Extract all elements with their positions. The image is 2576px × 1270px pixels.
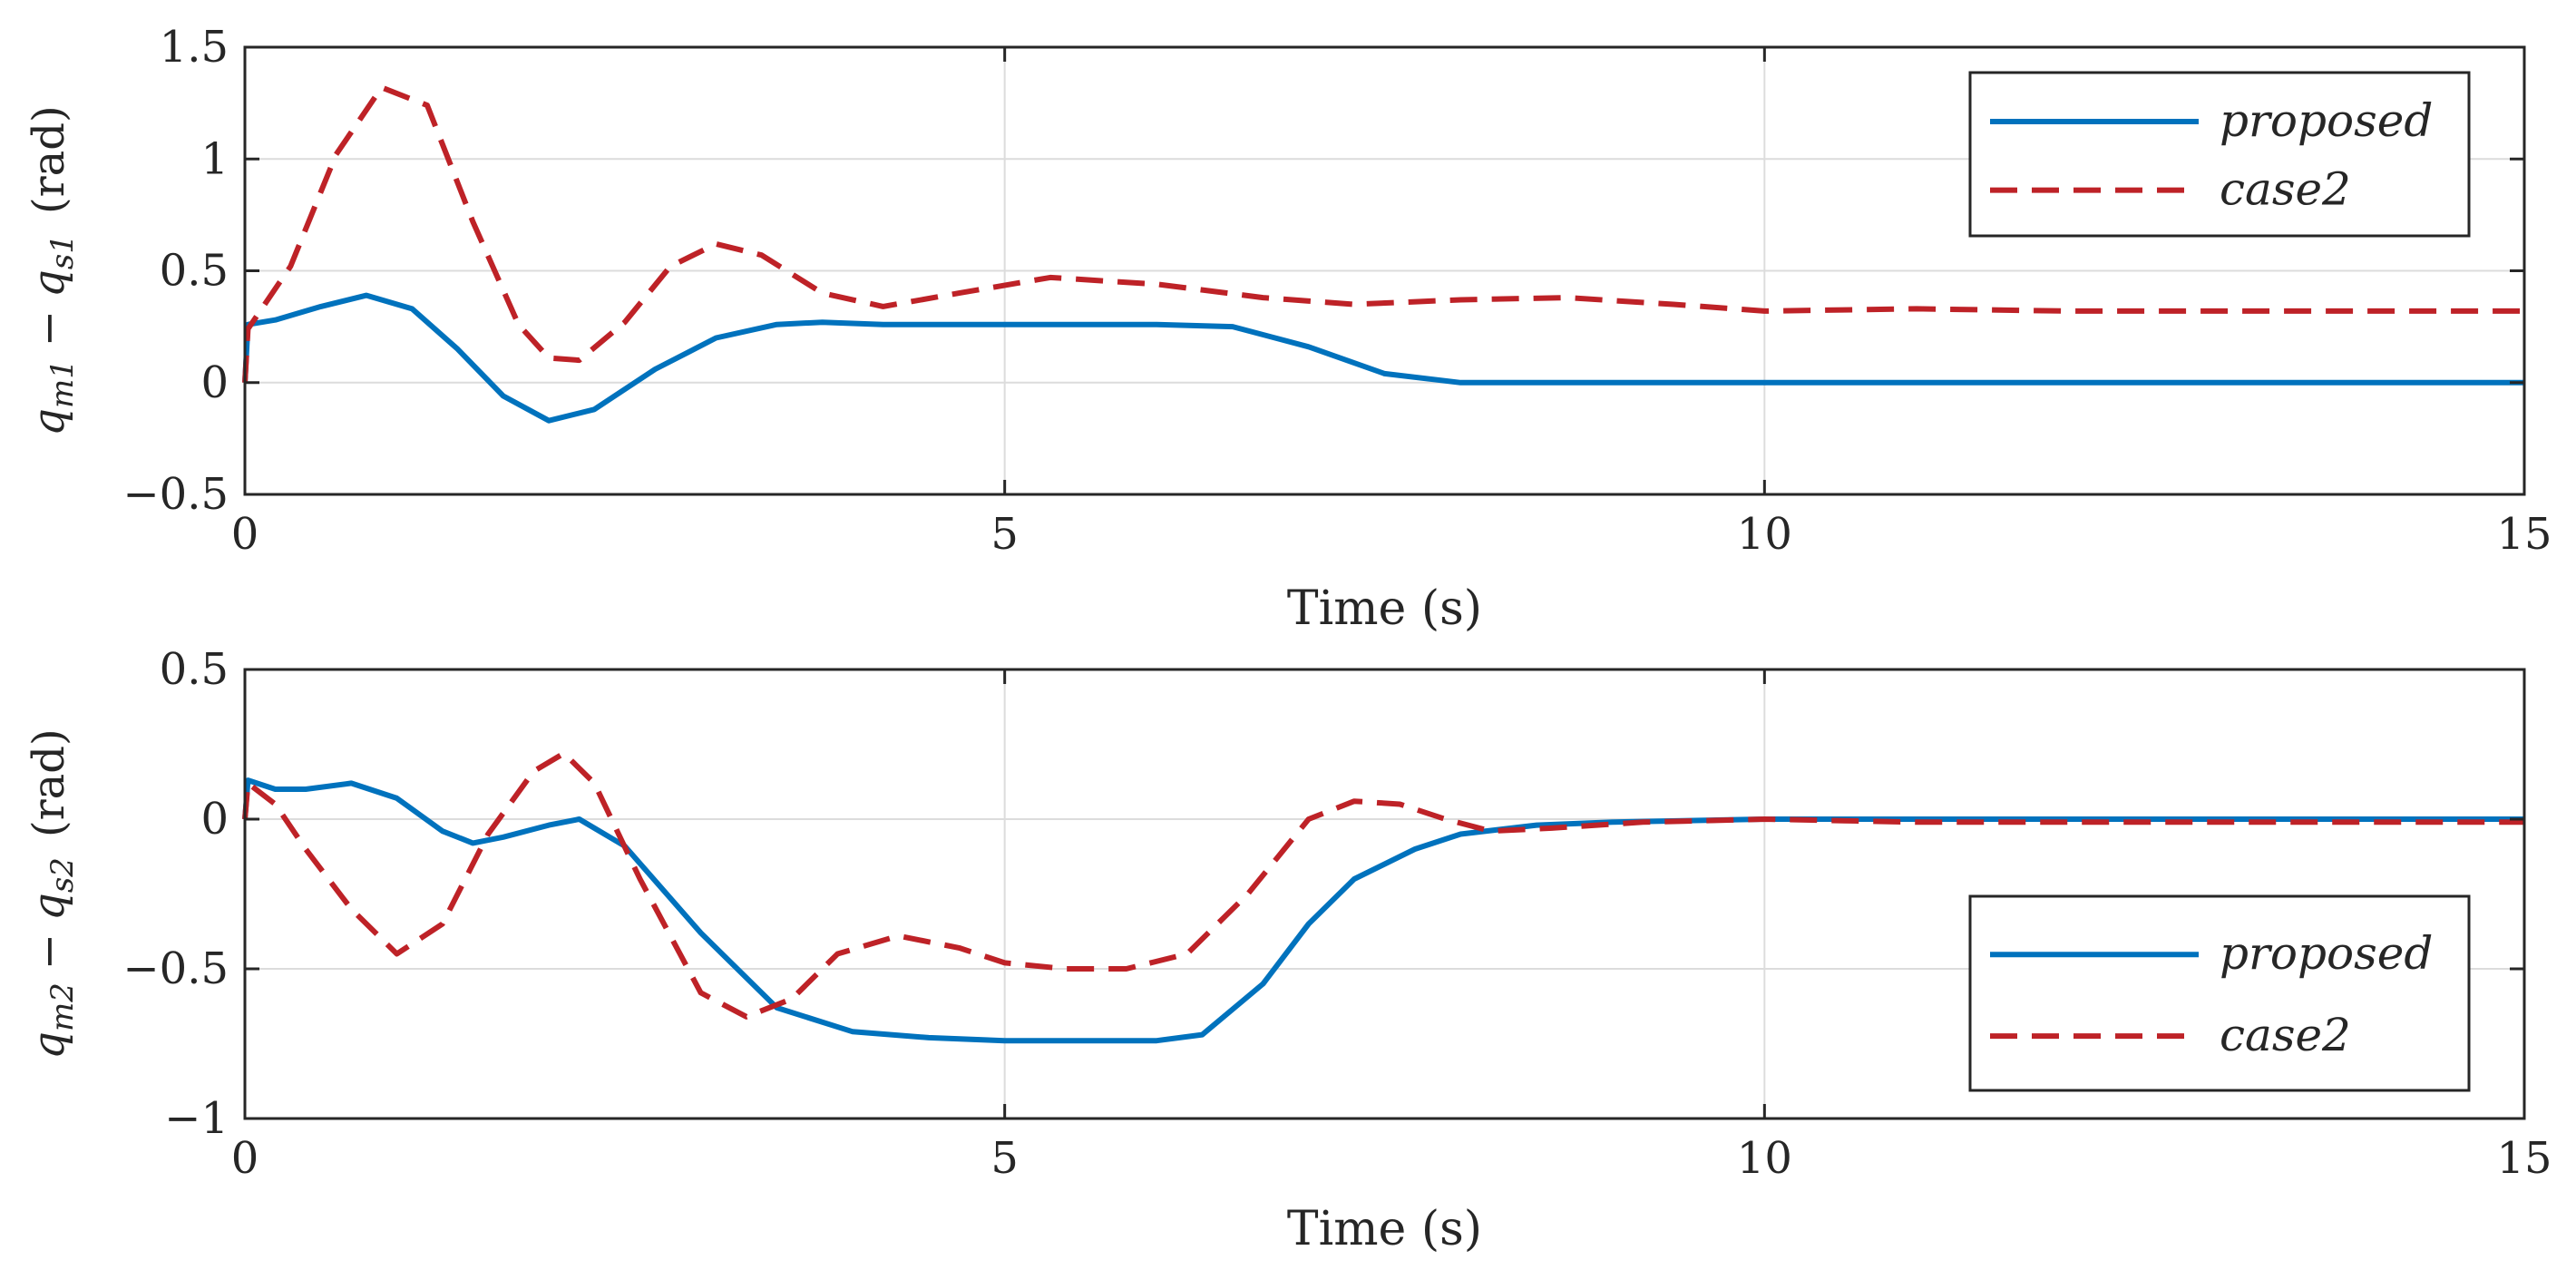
x-axis-label: Time (s) [1287, 1202, 1482, 1256]
y-tick-label: 0.5 [160, 644, 229, 695]
legend-label-proposed: proposed [2220, 94, 2433, 147]
x-axis-label: Time (s) [1287, 581, 1482, 636]
y-axis-label-unit: (rad) [24, 728, 74, 837]
y-tick-label: −0.5 [122, 469, 229, 520]
y-tick-label: 0 [200, 794, 229, 845]
y-tick-label: 0.5 [160, 246, 229, 297]
x-tick-label: 15 [2496, 509, 2552, 560]
series-line-case2 [242, 750, 2524, 1020]
x-tick-label: 0 [231, 1133, 259, 1184]
y-axis-label-main: q [24, 893, 74, 921]
legend-box [1968, 71, 2471, 238]
y-axis-label-main: q [24, 1031, 74, 1060]
x-tick-label: 10 [1737, 509, 1792, 560]
y-tick-label: −0.5 [122, 943, 229, 994]
x-tick-label: 5 [990, 1133, 1019, 1184]
x-tick-label: 10 [1737, 1133, 1792, 1184]
y-axis-label-main: q [24, 408, 74, 436]
x-tick-label: 5 [990, 509, 1019, 560]
y-axis-label-sub2: s1 [44, 234, 81, 269]
y-tick-label: 1.5 [160, 22, 229, 73]
y-axis-label: qm1−qs1(rad) [24, 105, 81, 435]
y-axis-label-sub2: s2 [44, 857, 81, 893]
series-line-proposed [242, 777, 2524, 1044]
y-axis-label-unit: (rad) [24, 105, 74, 214]
y-tick-label: 0 [200, 357, 229, 408]
x-tick-label: 0 [231, 509, 259, 560]
legend-label-proposed: proposed [2220, 927, 2433, 980]
y-axis-label-sub1: m2 [44, 982, 81, 1031]
x-tick-label: 15 [2496, 1133, 2552, 1184]
y-axis-label: qm2−qs2(rad) [24, 728, 81, 1059]
legend: proposed case2 [1968, 71, 2471, 238]
legend: proposed case2 [1968, 894, 2471, 1092]
series-line-proposed [242, 292, 2524, 424]
legend-label-case2: case2 [2220, 163, 2351, 216]
y-tick-label: −1 [164, 1093, 229, 1144]
legend-label-case2: case2 [2220, 1009, 2351, 1061]
y-tick-label: 1 [200, 133, 229, 184]
y-axis-label-main: q [24, 269, 74, 298]
legend-box [1968, 894, 2471, 1092]
y-axis-label-minus: − [24, 310, 74, 347]
axes-frame [243, 668, 2526, 1120]
y-axis-label-sub1: m1 [44, 359, 81, 408]
series-line-case2 [242, 84, 2524, 383]
y-axis-label-minus: − [24, 933, 74, 970]
